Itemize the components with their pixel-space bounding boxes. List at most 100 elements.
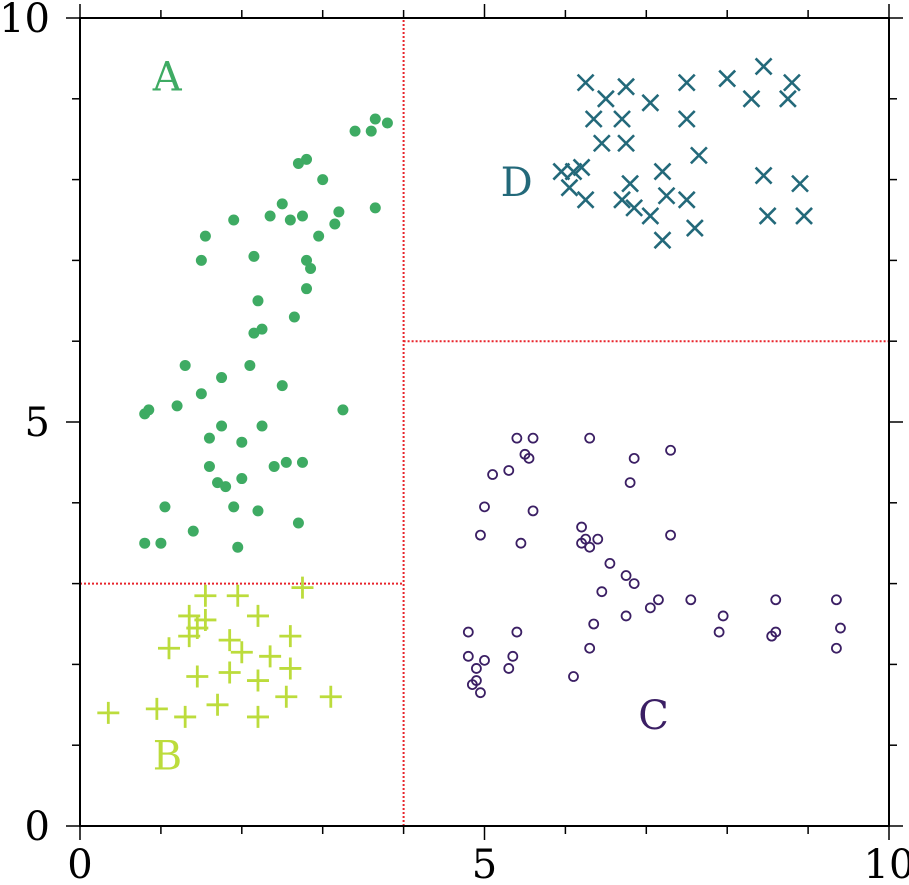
point-C [503,663,515,674]
point-C [462,650,474,662]
point-B [218,629,241,652]
point-C [462,626,474,638]
point-B [279,657,302,680]
point-A [159,501,171,513]
point-C [475,687,486,699]
region-label-C: C [638,693,669,739]
point-C [628,578,640,589]
point-A [329,218,341,230]
point-C [511,626,523,638]
point-D [584,110,603,128]
point-A [296,456,308,468]
axis-ticks [66,4,903,840]
y-tick-label: 5 [25,400,50,446]
point-A [264,210,276,222]
data-points [97,57,846,728]
point-C [584,541,596,553]
point-A [337,404,349,416]
point-C [580,533,592,545]
point-C [471,675,482,686]
point-D [576,190,595,209]
point-D [596,89,615,108]
point-A [139,537,151,549]
point-A [292,517,304,529]
point-D [689,146,708,165]
point-A [187,525,199,537]
point-C [527,505,539,517]
region-label-A: A [152,55,183,101]
point-D [677,110,696,128]
point-C [584,432,596,444]
point-A [256,323,268,335]
point-A [216,420,228,432]
x-tick-label: 0 [67,842,92,885]
point-D [795,207,813,225]
point-B [178,604,201,627]
point-C [624,477,636,489]
region-label-B: B [153,733,182,779]
point-B [291,576,314,599]
y-tick-label: 0 [25,804,50,850]
point-D [641,93,660,112]
point-A [301,283,313,295]
point-B [194,608,217,631]
point-A [155,537,167,549]
point-D [625,198,644,217]
point-C [653,594,664,606]
point-C [527,432,539,444]
point-D [677,73,696,92]
point-A [212,477,224,489]
point-D [754,166,773,185]
point-C [596,586,608,598]
point-A [248,250,260,262]
point-C [620,570,632,581]
point-D [576,73,595,92]
point-A [203,432,215,444]
point-C [479,654,490,666]
point-D [613,190,631,209]
point-B [246,669,269,692]
point-A [381,117,393,129]
point-A [369,113,381,125]
series-C [462,432,846,699]
x-tick-label: 10 [864,842,909,885]
point-A [333,206,345,218]
point-B [246,604,269,627]
point-C [665,529,676,541]
point-A [179,359,191,371]
point-D [613,110,631,128]
point-C [713,626,725,638]
point-C [568,671,579,682]
point-C [471,663,482,674]
point-A [369,202,381,214]
point-C [523,452,535,464]
point-C [487,469,498,480]
point-D [653,231,672,250]
point-B [157,637,180,660]
point-A [232,541,244,553]
point-C [665,444,676,456]
point-D [617,77,635,96]
point-B [145,697,168,720]
point-A [317,174,329,186]
point-C [831,642,842,654]
point-D [560,178,579,197]
point-A [195,388,207,400]
point-C [592,533,604,545]
point-A [276,380,288,392]
point-C [604,558,616,569]
point-B [319,685,342,708]
point-A [296,210,308,222]
point-B [226,584,249,607]
point-C [835,622,846,634]
point-D [617,134,635,153]
point-C [503,465,515,476]
point-A [268,460,280,472]
point-A [301,153,313,165]
point-A [276,198,288,210]
point-A [195,254,207,266]
point-C [770,626,782,638]
